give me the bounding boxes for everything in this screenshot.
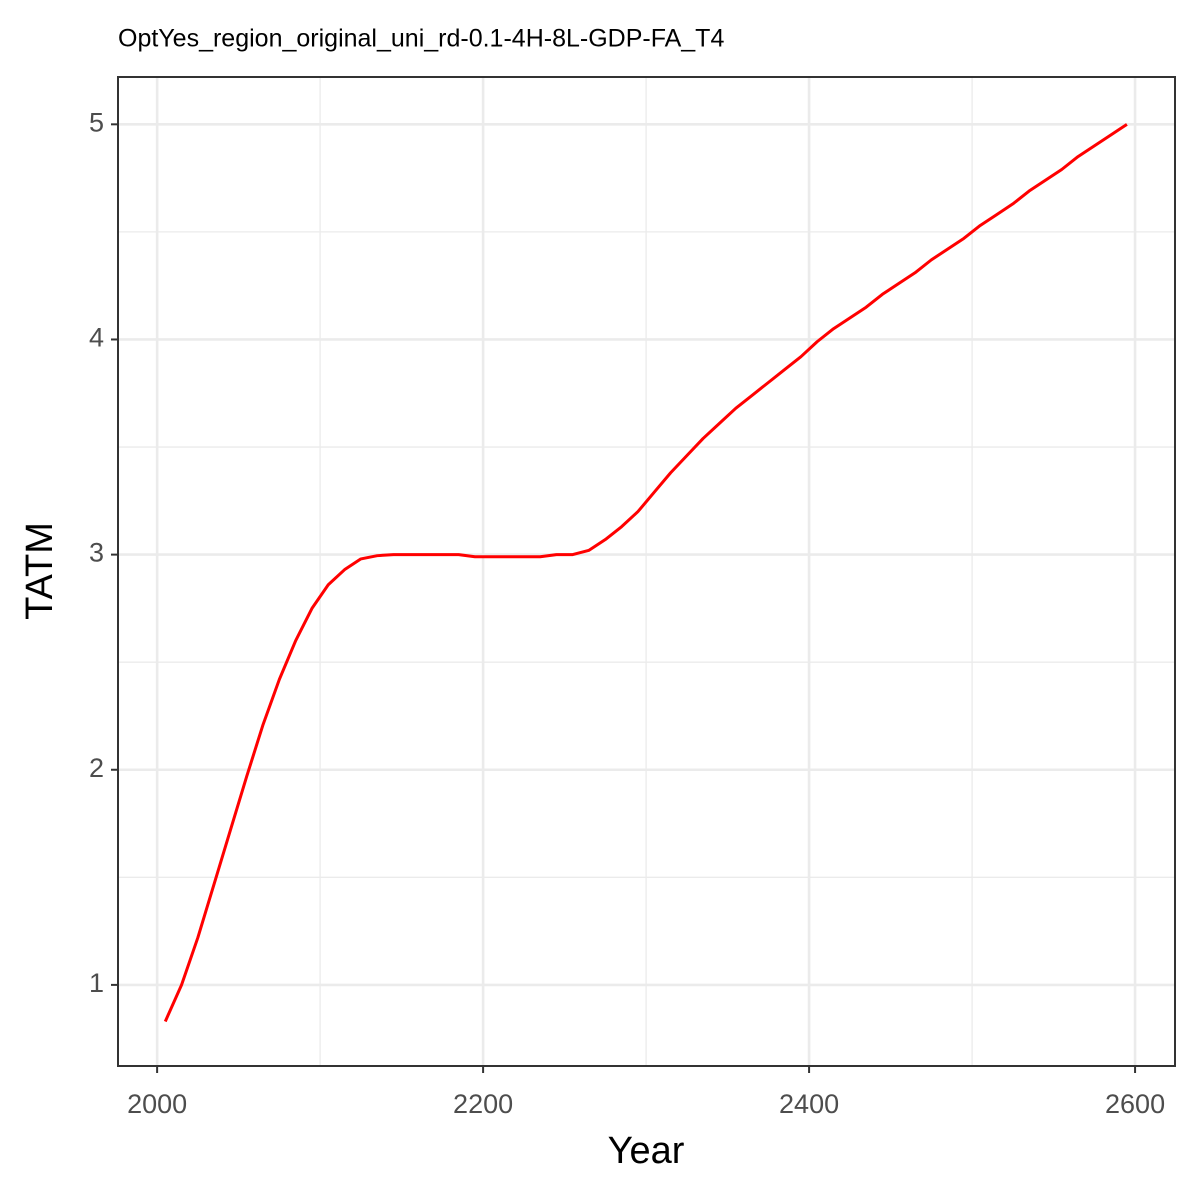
chart-title: OptYes_region_original_uni_rd-0.1-4H-8L-… xyxy=(118,25,724,53)
x-tick-label: 2000 xyxy=(127,1089,187,1119)
x-tick-label: 2200 xyxy=(453,1089,513,1119)
panel-border xyxy=(117,76,1176,1067)
y-tick-label: 5 xyxy=(89,107,104,137)
x-tick-label: 2400 xyxy=(779,1089,839,1119)
y-tick-label: 2 xyxy=(89,753,104,783)
data-line xyxy=(163,123,1128,1023)
x-tick-label: 2600 xyxy=(1105,1089,1165,1119)
y-tick-label: 3 xyxy=(89,538,104,568)
y-axis-title: TATM xyxy=(19,522,61,620)
x-axis-title: Year xyxy=(608,1130,685,1172)
y-tick-label: 1 xyxy=(89,968,104,998)
y-tick-label: 4 xyxy=(89,323,104,353)
